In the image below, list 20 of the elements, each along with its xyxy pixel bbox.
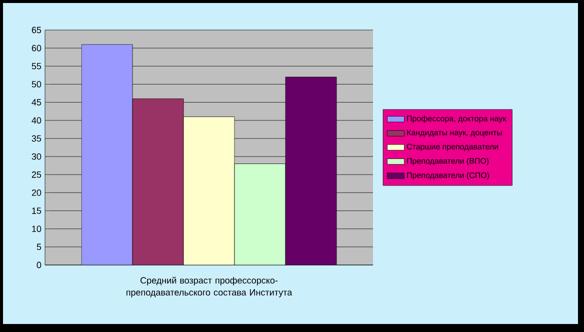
y-tick-label: 35: [32, 135, 42, 142]
legend-label: Кандидаты наук, доценты: [407, 130, 502, 137]
y-tick-label: 40: [32, 117, 42, 124]
legend-label: Профессора, доктора наук: [407, 116, 506, 123]
legend-label: Преподаватели (СПО): [407, 172, 489, 180]
y-tick-label: 65: [32, 26, 42, 34]
y-tick-label: 10: [32, 226, 42, 232]
legend-label: Старшие преподаватели: [406, 144, 498, 152]
y-tick-label: 5: [36, 244, 42, 250]
y-tick-label: 15: [32, 208, 42, 214]
y-tick-label: 0: [36, 262, 42, 268]
legend-label: Преподаватели (ВПО): [407, 158, 489, 166]
y-tick-label: 20: [32, 189, 42, 196]
y-tick-label: 55: [32, 63, 42, 70]
y-tick-label: 30: [32, 153, 42, 160]
x-tick-label: Средний возраст профессорско-преподавательского состава Института: [126, 276, 292, 298]
y-tick-label: 50: [32, 81, 42, 88]
y-tick-label: 25: [32, 171, 42, 178]
y-tick-label: 45: [32, 99, 42, 106]
y-tick-label: 60: [32, 44, 42, 52]
